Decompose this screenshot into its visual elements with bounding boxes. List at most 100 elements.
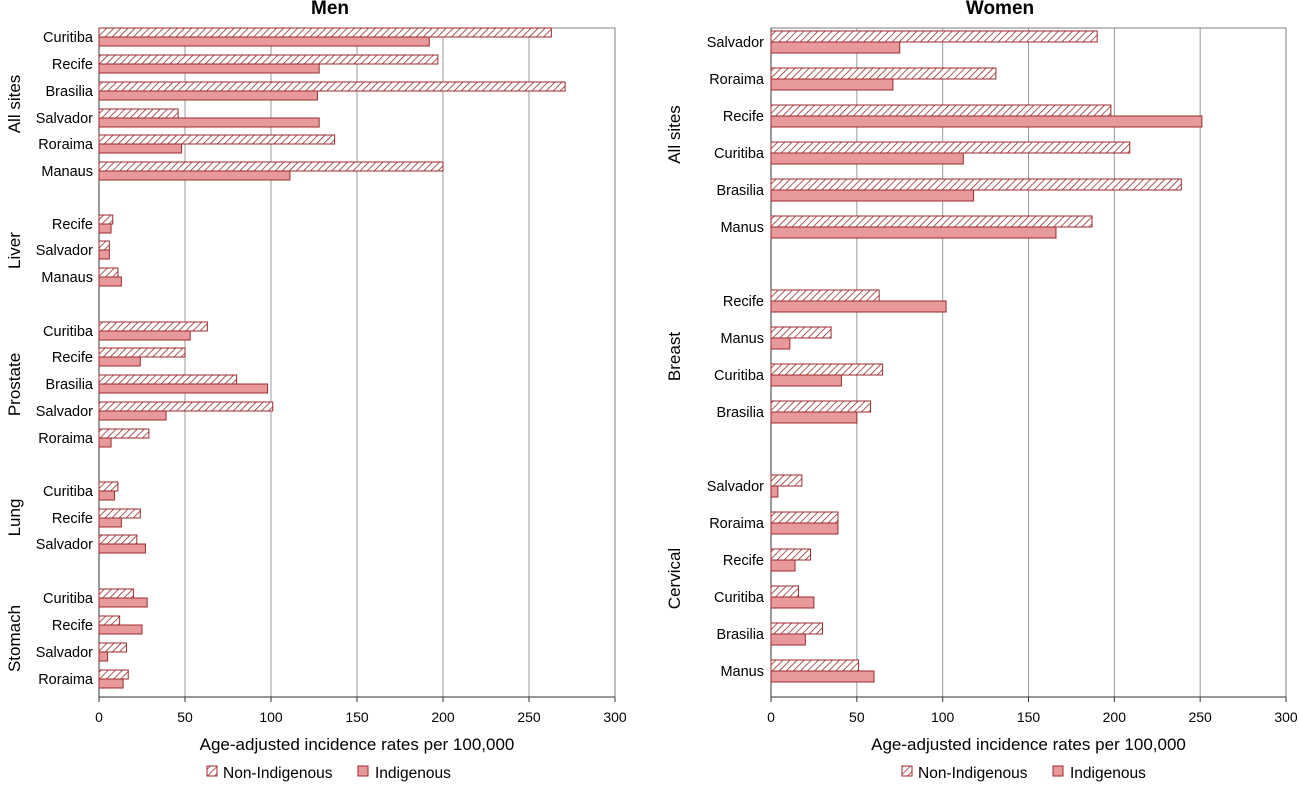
men-bar-non-indigenous: [98, 321, 208, 332]
men-x-tick-label: 50: [177, 709, 193, 725]
women-bar-non-indigenous: [770, 511, 839, 524]
women-x-tick-label: 100: [931, 709, 955, 725]
men-category-label: Brasilia: [45, 84, 93, 100]
men-bar-non-indigenous: [98, 669, 129, 680]
women-x-tick-label: 50: [849, 709, 865, 725]
men-group-label: Liver: [5, 232, 24, 269]
men-category-label: Curitiba: [43, 484, 94, 500]
men-bar-non-indigenous: [98, 642, 128, 653]
men-category-label: Recife: [52, 217, 93, 233]
women-category-label: Manus: [720, 664, 764, 680]
men-bar-indigenous: [98, 249, 110, 260]
women-bar-non-indigenous: [770, 622, 823, 635]
women-group-label: All sites: [665, 105, 684, 164]
women-bar-indigenous: [770, 226, 1057, 239]
women-bar-non-indigenous: [770, 215, 1093, 228]
men-bar-non-indigenous: [98, 161, 444, 172]
men-legend: Non-Indigenous Indigenous: [206, 765, 451, 782]
women-category-label: Brasilia: [716, 183, 764, 199]
men-category-label: Curitiba: [43, 324, 94, 340]
women-category-label: Recife: [723, 294, 764, 310]
men-bar-non-indigenous: [98, 81, 566, 92]
men-bar-non-indigenous: [98, 401, 274, 412]
men-x-tick-label: 300: [603, 709, 627, 725]
women-category-label: Manus: [720, 331, 764, 347]
women-category-label: Salvador: [707, 35, 764, 51]
women-category-label: Roraima: [709, 72, 765, 88]
women-x-tick-label: 300: [1274, 709, 1298, 725]
women-bar-indigenous: [770, 300, 947, 313]
men-bar-indigenous: [98, 223, 112, 234]
men-category-label: Salvador: [36, 243, 93, 259]
legend-swatch-indigenous: [357, 765, 369, 777]
men-category-label: Brasilia: [45, 377, 93, 393]
legend-label-non-indigenous: Non-Indigenous: [918, 765, 1028, 782]
men-bar-non-indigenous: [98, 134, 336, 145]
men-bar-indigenous: [98, 651, 109, 662]
men-bar-indigenous: [98, 624, 143, 635]
men-bar-indigenous: [98, 383, 269, 394]
women-x-tick-label: 250: [1188, 709, 1212, 725]
women-category-label: Brasilia: [716, 405, 764, 421]
men-bar-non-indigenous: [98, 534, 138, 545]
men-category-label: Salvador: [36, 537, 93, 553]
men-bar-non-indigenous: [98, 508, 141, 519]
women-bar-indigenous: [770, 633, 806, 646]
women-bar-non-indigenous: [770, 585, 799, 598]
men-category-label: Recife: [52, 511, 93, 527]
men-bar-indigenous: [98, 490, 115, 501]
women-group-label: Breast: [665, 332, 684, 381]
men-category-label: Manaus: [41, 270, 93, 286]
men-bar-indigenous: [98, 63, 320, 74]
women-bar-indigenous: [770, 189, 975, 202]
men-bar-non-indigenous: [98, 27, 552, 38]
men-x-axis-title: Age-adjusted incidence rates per 100,000: [200, 735, 515, 754]
women-bar-non-indigenous: [770, 289, 880, 302]
women-category-label: Curitiba: [714, 590, 765, 606]
women-bar-indigenous: [770, 115, 1203, 128]
men-group-label: Stomach: [5, 605, 24, 672]
men-x-tick-label: 150: [345, 709, 369, 725]
men-bar-indigenous: [98, 543, 146, 554]
men-x-tick-label: 200: [431, 709, 455, 725]
men-bar-indigenous: [98, 90, 318, 101]
men-category-label: Recife: [52, 618, 93, 634]
women-bar-non-indigenous: [770, 659, 860, 672]
legend-swatch-indigenous: [1052, 765, 1064, 777]
women-category-label: Manus: [720, 220, 764, 236]
women-bar-indigenous: [770, 670, 875, 683]
men-bar-indigenous: [98, 678, 124, 689]
men-bar-indigenous: [98, 36, 430, 47]
women-bar-indigenous: [770, 374, 842, 387]
men-bar-non-indigenous: [98, 240, 110, 251]
men-bar-indigenous: [98, 330, 191, 341]
men-group-label: Prostate: [5, 353, 24, 416]
men-bar-non-indigenous: [98, 54, 439, 65]
men-bar-indigenous: [98, 276, 122, 287]
men-x-tick-label: 100: [259, 709, 283, 725]
men-bar-non-indigenous: [98, 214, 114, 225]
women-category-label: Roraima: [709, 516, 765, 532]
legend-swatch-non-indigenous: [206, 765, 218, 777]
women-bar-indigenous: [770, 411, 858, 424]
men-category-label: Manaus: [41, 164, 93, 180]
men-panel: 0 50 100 150 200 250 300 Men Curitiba Recife Brasi…: [5, 0, 627, 782]
women-category-label: Salvador: [707, 479, 764, 495]
men-group-label: All sites: [5, 75, 24, 134]
women-category-label: Recife: [723, 109, 764, 125]
women-category-label: Recife: [723, 553, 764, 569]
men-bar-indigenous: [98, 517, 122, 528]
men-bar-indigenous: [98, 143, 183, 154]
women-bar-indigenous: [770, 522, 839, 535]
men-category-label: Roraima: [38, 431, 94, 447]
women-bar-indigenous: [770, 78, 894, 91]
men-bar-non-indigenous: [98, 615, 121, 626]
men-x-tick-label: 250: [517, 709, 541, 725]
women-category-label: Brasilia: [716, 627, 764, 643]
women-legend: Non-Indigenous Indigenous: [901, 765, 1146, 782]
women-x-tick-label: 200: [1103, 709, 1127, 725]
legend-label-indigenous: Indigenous: [1070, 765, 1146, 782]
women-x-axis-title: Age-adjusted incidence rates per 100,000: [871, 735, 1186, 754]
